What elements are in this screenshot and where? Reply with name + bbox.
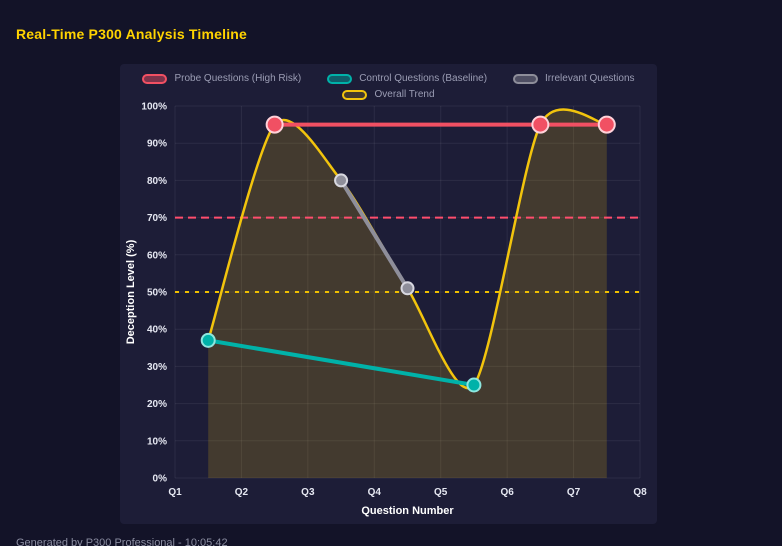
series-line [206, 338, 476, 387]
svg-text:Q8: Q8 [633, 487, 647, 498]
data-point [265, 115, 284, 134]
legend-label-control: Control Questions (Baseline) [359, 73, 488, 84]
svg-text:100%: 100% [141, 102, 167, 113]
axis-tick-labels: 0% 10% 20% 30% 40% 50% 60% 70% 80% 90% 100% Q1 Q2 Q3 Q… [141, 102, 647, 499]
data-point [531, 115, 550, 134]
series-line [339, 178, 410, 291]
svg-text:Q2: Q2 [235, 487, 249, 498]
svg-text:Q7: Q7 [567, 487, 581, 498]
probe-swatch-icon [142, 73, 168, 84]
y-axis-title: Deception Level (%) [125, 239, 137, 344]
svg-text:50%: 50% [147, 288, 167, 299]
control-swatch-icon [327, 73, 353, 84]
legend-item-probe[interactable]: Probe Questions (High Risk) [142, 73, 301, 84]
svg-text:Q4: Q4 [368, 487, 382, 498]
data-point [597, 115, 616, 134]
legend-item-control[interactable]: Control Questions (Baseline) [327, 73, 487, 84]
chart-legend: Probe Questions (High Risk) Control Ques… [120, 73, 657, 100]
chart-canvas[interactable]: 0% 10% 20% 30% 40% 50% 60% 70% 80% 90% 100% Q1 Q2 Q3 Q… [120, 64, 657, 524]
svg-text:20%: 20% [147, 399, 167, 410]
footer-text: Generated by P300 Professional - 10:05:4… [16, 537, 228, 546]
data-point [334, 173, 349, 188]
trend-swatch-icon [342, 89, 368, 100]
irrelevant-swatch-icon [513, 73, 539, 84]
svg-text:Q1: Q1 [168, 487, 182, 498]
legend-label-probe: Probe Questions (High Risk) [174, 73, 302, 84]
legend-row-2: Overall Trend [342, 89, 435, 100]
legend-item-irrelevant[interactable]: Irrelevant Questions [513, 73, 635, 84]
svg-text:80%: 80% [147, 176, 167, 187]
x-axis-title: Question Number [361, 505, 454, 517]
data-point [466, 377, 482, 393]
legend-item-trend[interactable]: Overall Trend [342, 89, 435, 100]
svg-text:90%: 90% [147, 139, 167, 150]
data-point [400, 281, 415, 296]
legend-row-1: Probe Questions (High Risk) Control Ques… [142, 73, 635, 84]
legend-label-irrelevant: Irrelevant Questions [545, 73, 635, 84]
timeline-chart-svg: 0% 10% 20% 30% 40% 50% 60% 70% 80% 90% 100% Q1 Q2 Q3 Q… [125, 102, 647, 518]
data-point [200, 332, 216, 348]
svg-text:Q6: Q6 [500, 487, 514, 498]
chart-panel: Probe Questions (High Risk) Control Ques… [120, 64, 657, 524]
svg-text:0%: 0% [153, 474, 168, 485]
svg-text:40%: 40% [147, 325, 167, 336]
legend-label-trend: Overall Trend [374, 89, 435, 100]
svg-text:Q3: Q3 [301, 487, 315, 498]
svg-text:70%: 70% [147, 213, 167, 224]
svg-text:10%: 10% [147, 436, 167, 447]
svg-text:Q5: Q5 [434, 487, 448, 498]
svg-text:60%: 60% [147, 250, 167, 261]
page-title: Real-Time P300 Analysis Timeline [16, 26, 248, 42]
svg-text:30%: 30% [147, 362, 167, 373]
